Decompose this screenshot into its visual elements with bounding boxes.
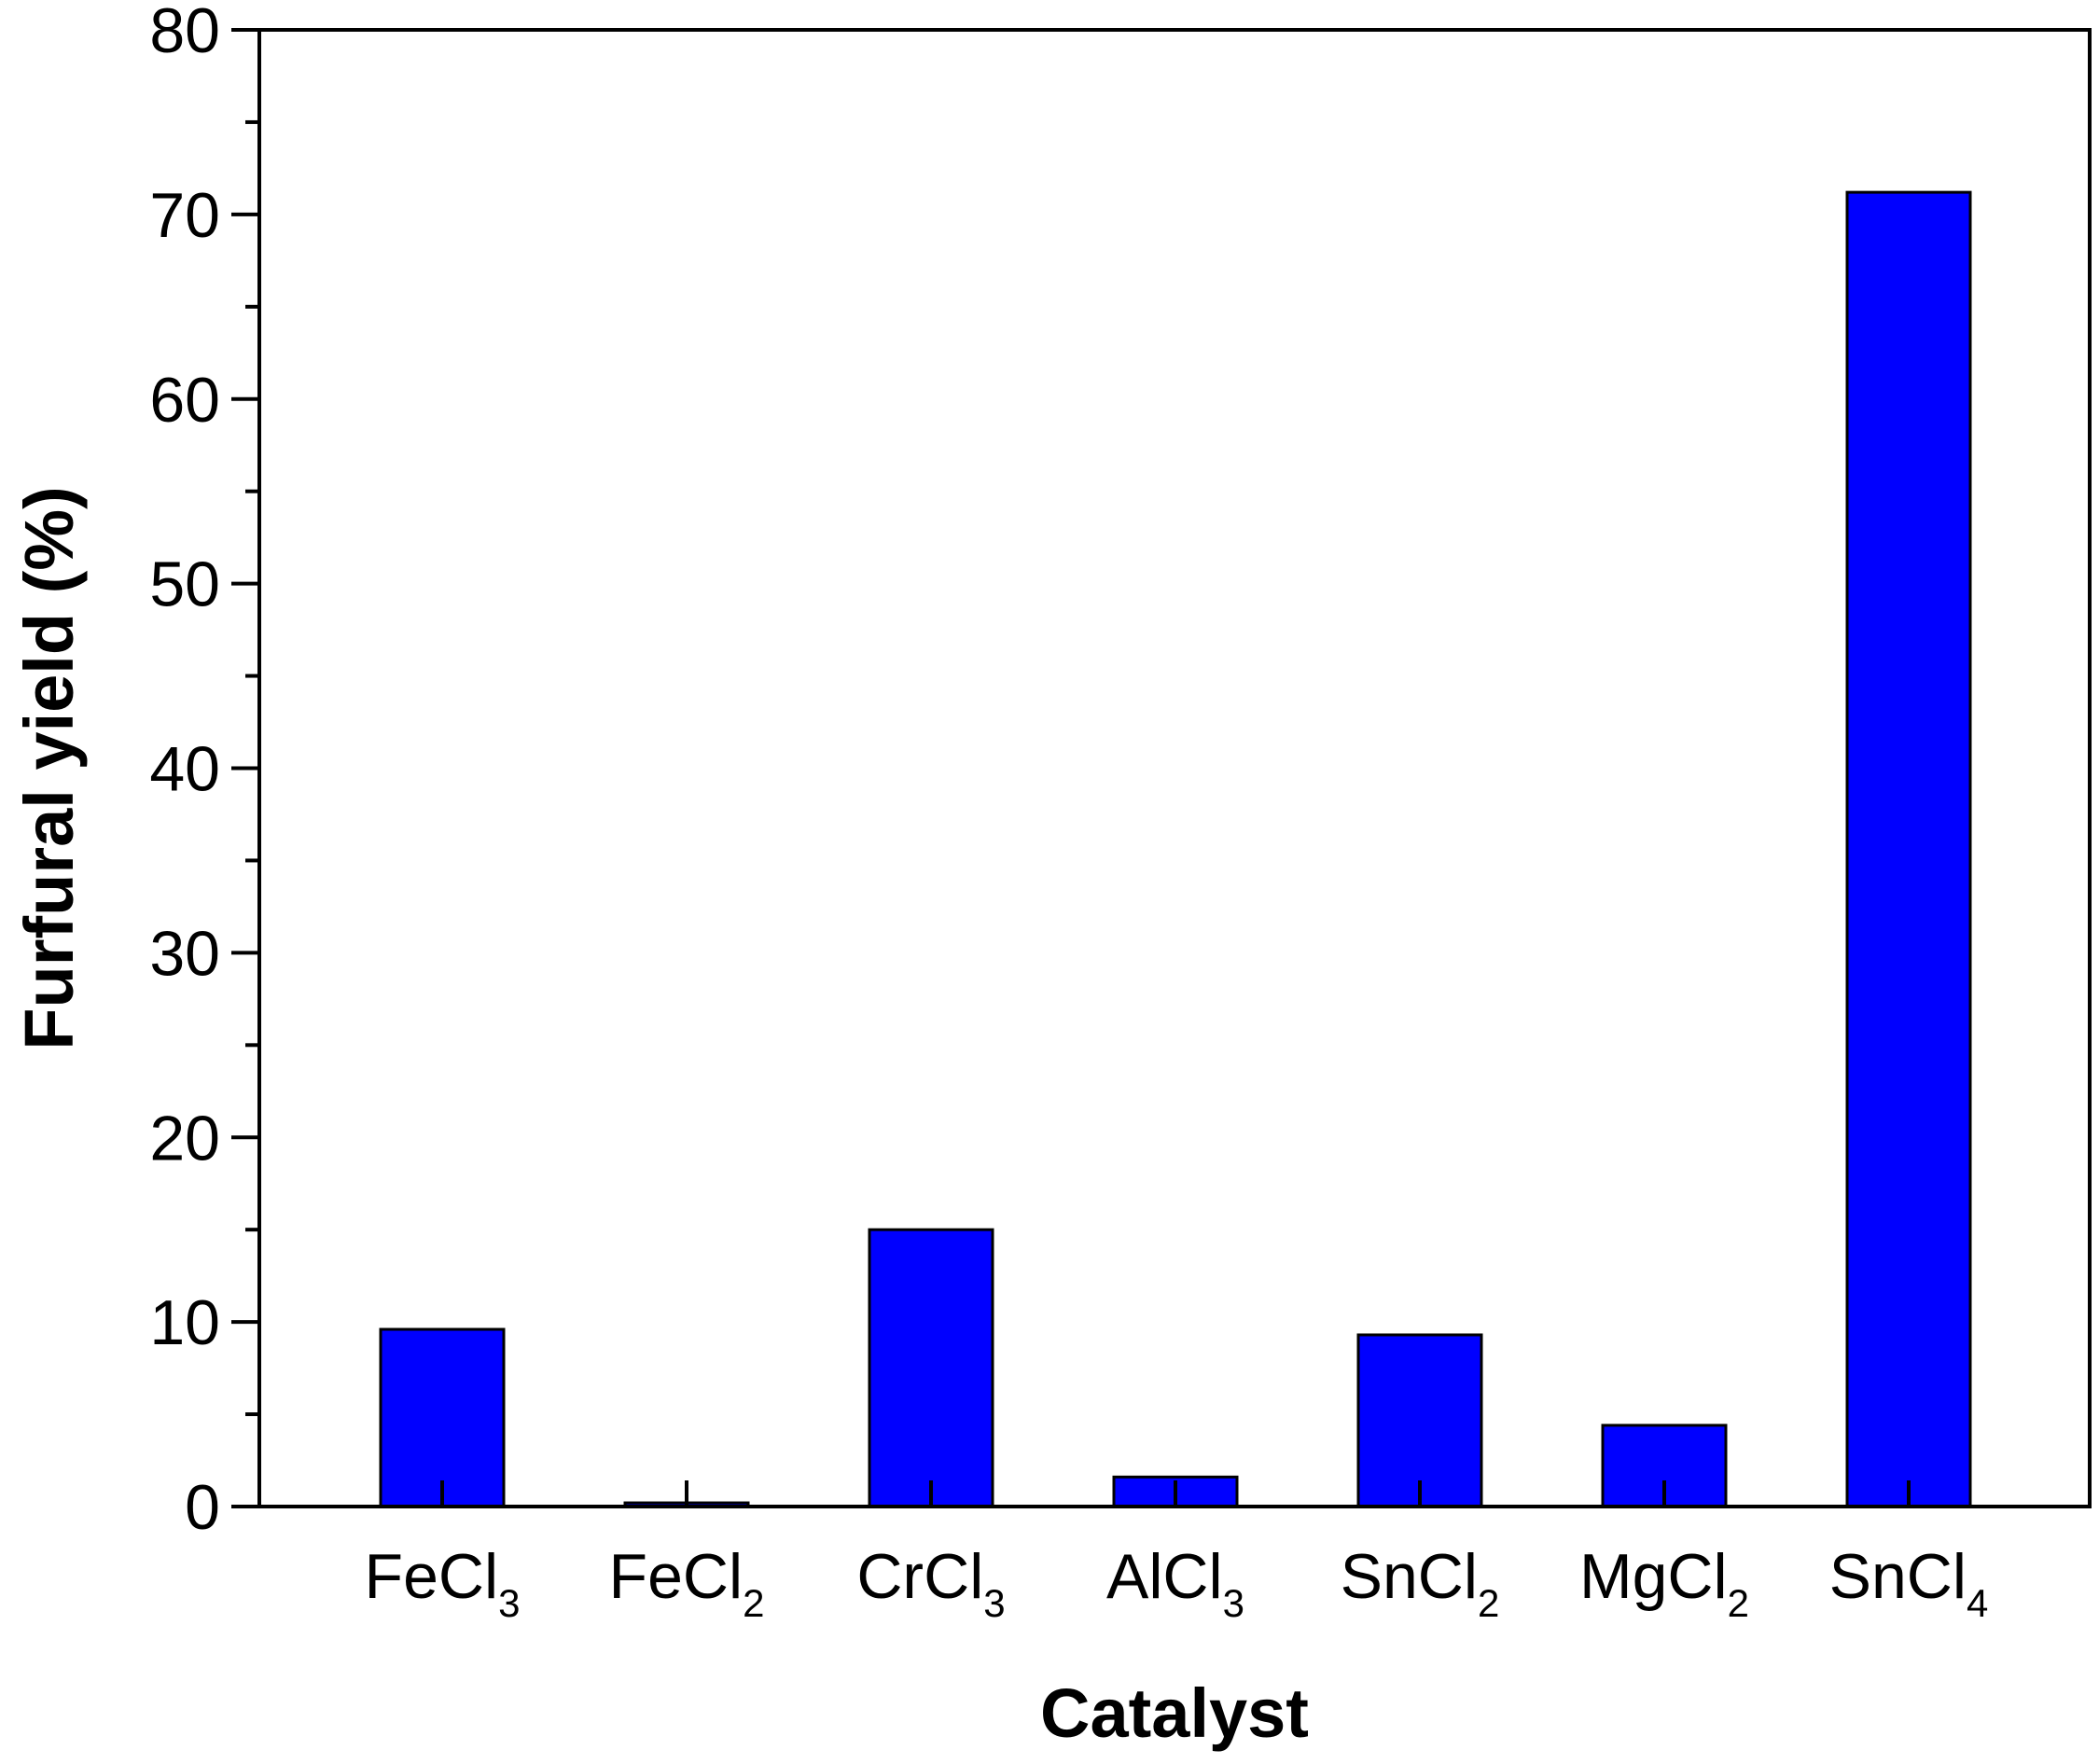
y-tick-label: 60 bbox=[149, 365, 220, 436]
x-tick-label: FeCl2 bbox=[609, 1541, 765, 1625]
axis-ticks bbox=[231, 28, 1911, 1508]
y-tick-label: 40 bbox=[149, 734, 220, 805]
bar-fecl3 bbox=[379, 1327, 506, 1508]
y-axis-title: Furfural yield (%) bbox=[10, 486, 88, 1049]
bar-crcl3 bbox=[868, 1228, 994, 1508]
x-tick-label: AlCl3 bbox=[1106, 1541, 1244, 1625]
y-tick-label: 80 bbox=[149, 0, 220, 66]
x-tick-label: CrCl3 bbox=[856, 1541, 1005, 1625]
y-tick-labels: 0 10 20 30 40 50 60 70 80 bbox=[149, 0, 220, 1543]
bar-sncl4 bbox=[1845, 190, 1972, 1508]
plot-area-frame bbox=[257, 28, 2092, 1508]
x-axis-title: Catalyst bbox=[1040, 1674, 1309, 1752]
y-tick-label: 20 bbox=[149, 1103, 220, 1174]
y-tick-label: 50 bbox=[149, 549, 220, 620]
x-tick-label: FeCl3 bbox=[365, 1541, 521, 1625]
x-tick-label: MgCl2 bbox=[1579, 1541, 1749, 1625]
y-tick-label: 30 bbox=[149, 918, 220, 989]
x-tick-label: SnCl4 bbox=[1829, 1541, 1989, 1625]
y-tick-label: 10 bbox=[149, 1287, 220, 1358]
x-tick-labels: FeCl3 FeCl2 CrCl3 AlCl3 SnCl2 MgCl2 SnCl4 bbox=[365, 1541, 1989, 1625]
y-tick-label: 70 bbox=[149, 180, 220, 251]
y-tick-label: 0 bbox=[185, 1472, 220, 1543]
bars bbox=[379, 190, 1972, 1508]
x-tick-label: SnCl2 bbox=[1341, 1541, 1500, 1625]
